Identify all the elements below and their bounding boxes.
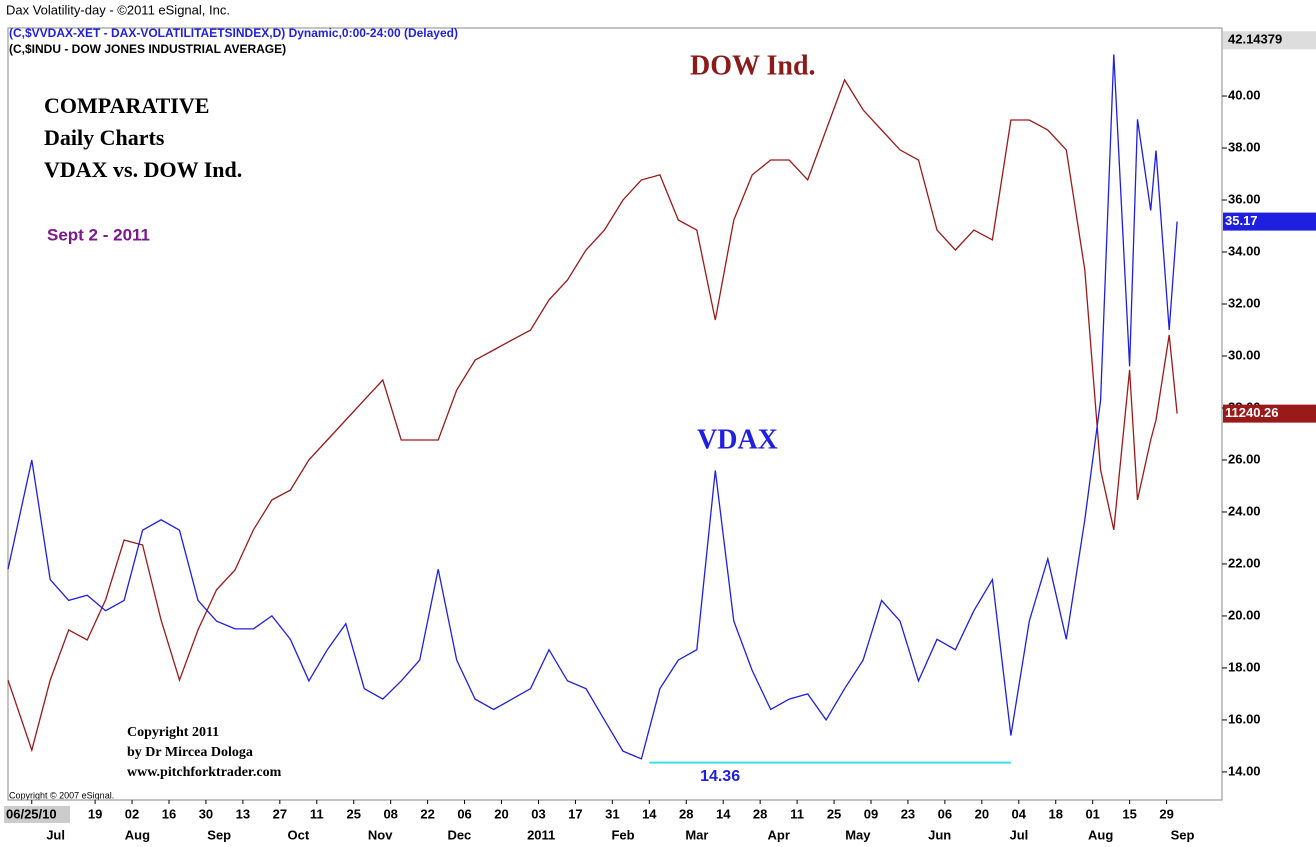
annotation: www.pitchforktrader.com: [127, 765, 282, 780]
last-value-box: [1223, 404, 1316, 423]
y-tick-label: 36.00: [1228, 191, 1261, 206]
month-label: May: [845, 827, 871, 842]
last-value-label: 35.17: [1225, 213, 1258, 228]
annotation: by Dr Mircea Dologa: [127, 745, 253, 760]
x-tick-label: 11: [790, 806, 804, 821]
x-tick-label: 04: [1012, 806, 1027, 821]
month-label: Aug: [1088, 827, 1113, 842]
x-tick-label: 03: [531, 806, 545, 821]
y-tick-label: 16.00: [1228, 711, 1261, 726]
annotation: Daily Charts: [44, 125, 165, 150]
x-tick-label: 18: [1049, 806, 1063, 821]
month-label: Sep: [1171, 827, 1195, 842]
x-tick-label: 31: [605, 806, 619, 821]
x-tick-label: 02: [125, 806, 139, 821]
y-tick-label: 24.00: [1228, 503, 1261, 518]
x-tick-label: 30: [199, 806, 213, 821]
x-tick-label: 06/25/10: [6, 806, 57, 821]
month-label: Aug: [125, 827, 150, 842]
series-line: [7, 54, 1178, 760]
x-tick-label: 06: [938, 806, 952, 821]
chart-title: Dax Volatility-day - ©2011 eSignal, Inc.: [6, 2, 230, 17]
month-label: Dec: [447, 827, 471, 842]
month-label: Sep: [207, 827, 231, 842]
x-tick-label: 25: [827, 806, 841, 821]
x-tick-label: 14: [716, 806, 731, 821]
x-tick-label: 15: [1122, 806, 1136, 821]
x-tick-label: 13: [236, 806, 250, 821]
annotation: VDAX vs. DOW Ind.: [44, 157, 242, 182]
y-tick-label: 22.00: [1228, 555, 1261, 570]
last-value-label: 11240.26: [1225, 405, 1279, 420]
y-tick-label: 14.00: [1228, 763, 1261, 778]
month-label: 2011: [527, 827, 555, 842]
month-label: Jun: [928, 827, 951, 842]
subtitle: (C,$VVDAX-XET - DAX-VOLATILITAETSINDEX,D…: [9, 26, 458, 40]
x-tick-label: 23: [901, 806, 915, 821]
x-tick-label: 09: [864, 806, 878, 821]
y-tick-label: 32.00: [1228, 295, 1261, 310]
x-tick-label: 27: [273, 806, 287, 821]
x-tick-label: 20: [494, 806, 508, 821]
y-tick-label: 34.00: [1228, 243, 1261, 258]
plot-area: [7, 27, 1223, 801]
month-label: Jul: [46, 827, 65, 842]
month-label: Apr: [768, 827, 790, 842]
x-tick-label: 28: [679, 806, 693, 821]
x-tick-label: 06: [457, 806, 471, 821]
y-tick-label: 40.00: [1228, 87, 1261, 102]
subtitle: (C,$INDU - DOW JONES INDUSTRIAL AVERAGE): [9, 42, 286, 56]
annotation: COMPARATIVE: [44, 93, 209, 118]
axis-top-box: [1223, 31, 1316, 50]
x-tick-label: 11: [310, 806, 324, 821]
annotation: DOW Ind.: [690, 50, 816, 81]
x-tick-label: 29: [1159, 806, 1173, 821]
x-tick-label: 22: [420, 806, 434, 821]
x-tick-label: 25: [346, 806, 360, 821]
x-tick-label: 20: [975, 806, 989, 821]
x-tick-label: 17: [568, 806, 582, 821]
annotation: Copyright © 2007 eSignal.: [9, 790, 114, 800]
month-label: Feb: [611, 827, 634, 842]
annotation: Copyright 2011: [127, 725, 219, 740]
x-tick-label: 16: [162, 806, 176, 821]
month-label: Mar: [685, 827, 708, 842]
month-label: Jul: [1009, 827, 1028, 842]
month-label: Nov: [368, 827, 393, 842]
x-tick-label: 19: [88, 806, 102, 821]
annotation: Sept 2 - 2011: [47, 225, 150, 244]
y-tick-label: 18.00: [1228, 659, 1261, 674]
support-label: 14.36: [700, 768, 740, 785]
x-tick-label: 14: [642, 806, 657, 821]
y-tick-label: 20.00: [1228, 607, 1261, 622]
x-tick-box: [4, 806, 70, 823]
x-tick-label: 08: [383, 806, 397, 821]
last-value-box: [1223, 212, 1316, 231]
axis-top-value: 42.14379: [1228, 32, 1282, 47]
x-tick-label: 28: [753, 806, 767, 821]
x-tick-label: 01: [1085, 806, 1099, 821]
y-tick-label: 26.00: [1228, 451, 1261, 466]
annotation: VDAX: [697, 424, 778, 455]
y-tick-label: 38.00: [1228, 139, 1261, 154]
y-tick-label: 30.00: [1228, 347, 1261, 362]
month-label: Oct: [288, 827, 310, 842]
series-line: [7, 78, 1178, 753]
